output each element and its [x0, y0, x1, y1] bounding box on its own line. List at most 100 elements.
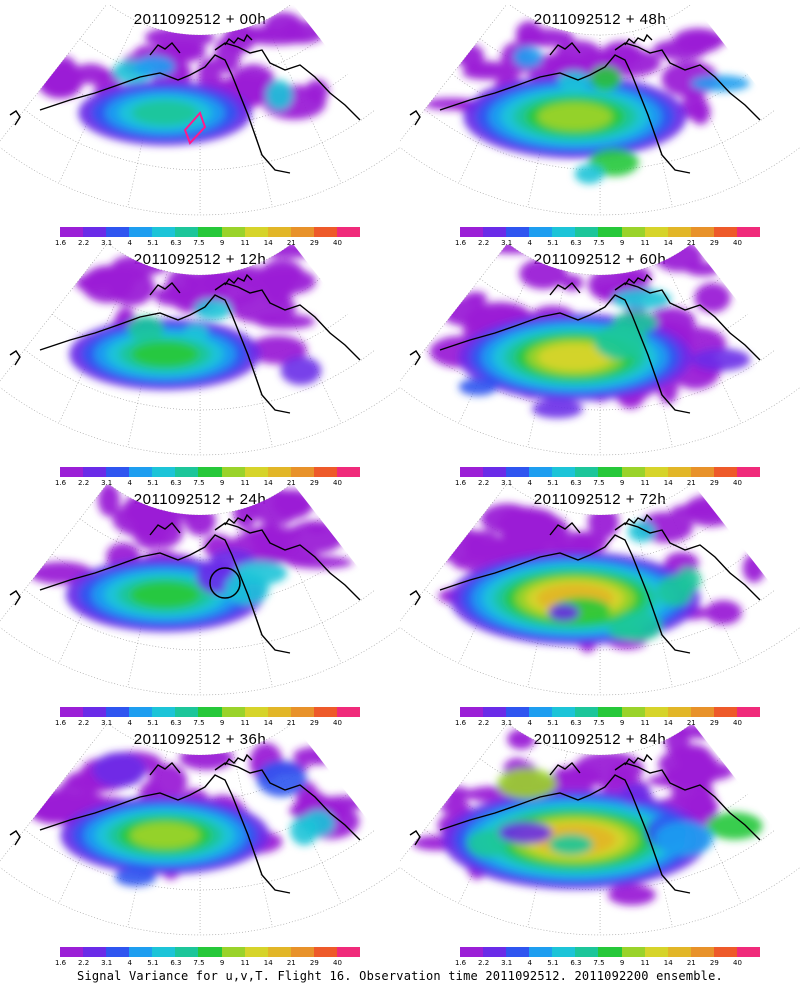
coastline [409, 33, 761, 174]
colorbar-label: 29 [309, 239, 319, 247]
colorbar-label: 29 [709, 719, 719, 727]
colorbar-labels: 1.6 2.2 3.1 4 5.1 6.3 7.5 9 11 14 21 29 40 [455, 719, 760, 729]
colorbar-label: 6.3 [570, 719, 582, 727]
variance-field [429, 245, 751, 419]
colorbar-label: 3.1 [101, 959, 113, 967]
panel-title: 2011092512 + 24h [133, 491, 267, 508]
colorbar-label: 9 [619, 719, 625, 727]
colorbar-segment [129, 947, 153, 957]
variance-field [412, 725, 763, 906]
colorbar-segment [483, 947, 507, 957]
colorbar-segment [575, 227, 599, 237]
colorbar-segment [667, 467, 691, 477]
colorbar-label: 7.5 [193, 719, 205, 727]
colorbar-segment [60, 707, 84, 717]
colorbar-label: 40 [732, 239, 742, 247]
colorbar-label: 1.6 [454, 719, 467, 727]
colorbar-label: 2.2 [478, 479, 490, 487]
variance-map [0, 725, 400, 936]
colorbar-segment [736, 947, 761, 957]
colorbar-label: 3.1 [101, 239, 113, 247]
colorbar-label: 29 [709, 239, 719, 247]
colorbar-segment [483, 227, 507, 237]
colorbar-segment [152, 947, 176, 957]
colorbar [460, 227, 761, 237]
colorbar-label: 21 [286, 959, 296, 967]
colorbar-label: 4 [127, 959, 132, 967]
colorbar-segment [644, 467, 668, 477]
colorbar-label: 29 [709, 959, 719, 967]
colorbar-label: 9 [619, 239, 625, 247]
colorbar-segment [598, 467, 622, 477]
colorbar-segment [152, 467, 176, 477]
colorbar [460, 707, 761, 717]
colorbar-label: 5.1 [147, 239, 159, 247]
colorbar-label: 21 [286, 239, 296, 247]
colorbar-segment [83, 467, 107, 477]
variance-field [28, 485, 353, 632]
colorbar-segment [221, 707, 245, 717]
panel-title: 2011092512 + 00h [133, 11, 267, 28]
colorbar-segment [460, 227, 484, 237]
colorbar-label: 40 [732, 479, 742, 487]
colorbar-label: 4 [127, 239, 132, 247]
colorbar-label: 1.6 [54, 479, 67, 487]
colorbar-label: 9 [219, 959, 225, 967]
colorbar-segment [460, 467, 484, 477]
colorbar-label: 21 [686, 719, 696, 727]
colorbar-segment [106, 467, 130, 477]
colorbar-label: 14 [263, 239, 273, 247]
colorbar-label: 21 [286, 719, 296, 727]
colorbar-label: 5.1 [147, 959, 159, 967]
map-panel: 2011092512 + 48h 1.6 2.2 3.1 4 5.1 6.3 7.5 9 11 14… [400, 5, 800, 247]
variance-field [69, 245, 323, 391]
colorbar-segment [667, 947, 691, 957]
colorbar-label: 21 [686, 959, 696, 967]
map-panel: 2011092512 + 12h 1.6 2.2 3.1 4 5.1 6.3 7.5 9 11 14… [0, 245, 400, 487]
colorbar-segment [175, 707, 199, 717]
colorbar-labels: 1.6 2.2 3.1 4 5.1 6.3 7.5 9 11 14 21 29 40 [455, 239, 760, 249]
colorbar-label: 29 [309, 959, 319, 967]
colorbar-label: 40 [332, 959, 342, 967]
colorbar-segment [460, 947, 484, 957]
coastline [9, 33, 361, 174]
coastline [409, 513, 761, 654]
colorbar-segment [221, 227, 245, 237]
colorbar-label: 7.5 [593, 719, 605, 727]
variance-map [400, 725, 800, 936]
variance-map [0, 245, 400, 456]
colorbar-segment [552, 707, 576, 717]
colorbar-segment [198, 947, 222, 957]
colorbar-label: 11 [240, 959, 250, 967]
colorbar-segment [267, 707, 291, 717]
colorbar-label: 1.6 [454, 479, 467, 487]
colorbar-segment [244, 947, 268, 957]
colorbar-label: 5.1 [547, 479, 559, 487]
colorbar-segment [644, 227, 668, 237]
colorbar-segment [736, 227, 761, 237]
colorbar-segment [290, 947, 314, 957]
colorbar-segment [336, 227, 361, 237]
colorbar-segment [713, 707, 737, 717]
colorbar-label: 6.3 [570, 239, 582, 247]
colorbar [60, 467, 361, 477]
colorbar-segment [552, 947, 576, 957]
colorbar-label: 14 [263, 719, 273, 727]
variance-field [26, 742, 369, 887]
colorbar-segment [83, 707, 107, 717]
colorbar-segment [483, 467, 507, 477]
colorbar-segment [60, 227, 84, 237]
colorbar-label: 11 [640, 719, 650, 727]
colorbar-label: 7.5 [593, 479, 605, 487]
colorbar-label: 6.3 [170, 479, 182, 487]
colorbar-label: 2.2 [78, 479, 90, 487]
colorbar [60, 227, 361, 237]
colorbar-segment [129, 227, 153, 237]
colorbar-label: 5.1 [147, 479, 159, 487]
colorbar-label: 29 [309, 479, 319, 487]
colorbar-segment [621, 947, 645, 957]
colorbar-segment [175, 467, 199, 477]
colorbar-segment [106, 227, 130, 237]
colorbar-segment [221, 947, 245, 957]
colorbar-label: 2.2 [78, 959, 90, 967]
